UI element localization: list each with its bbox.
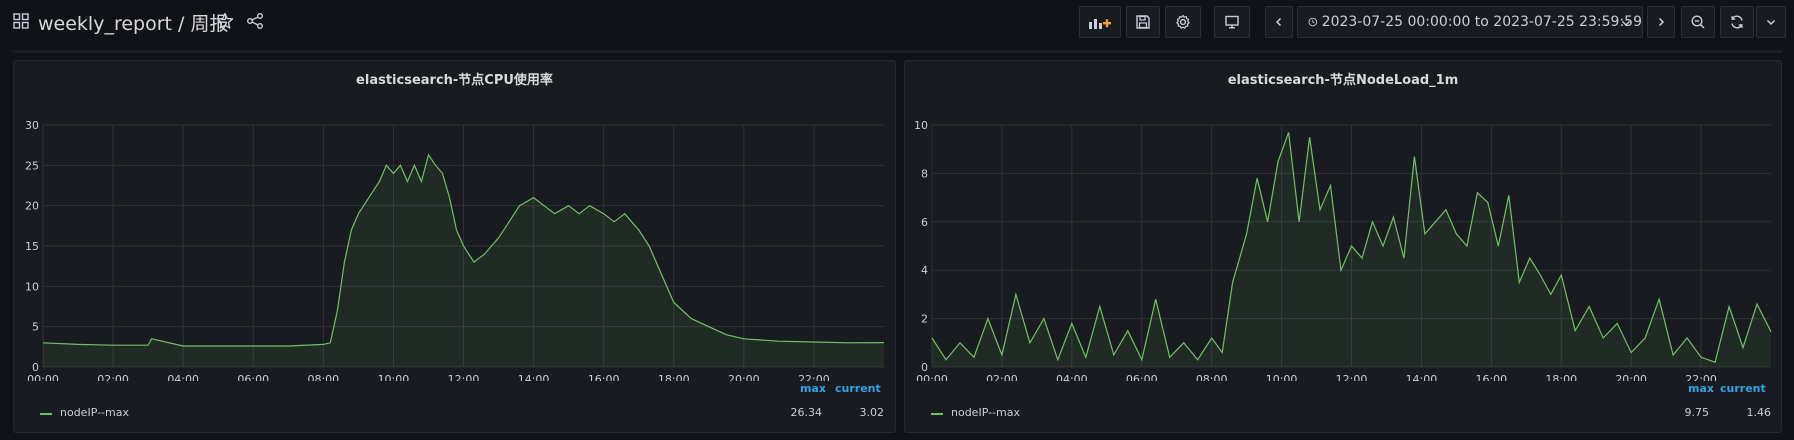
- chevron-down-icon: [1766, 19, 1776, 26]
- monitor-icon: [1225, 15, 1239, 29]
- x-tick-label: 16:00: [588, 373, 620, 381]
- x-tick-label: 12:00: [1336, 373, 1368, 381]
- legend-series-name[interactable]: nodeIP--max: [60, 406, 129, 419]
- x-tick-label: 04:00: [1056, 373, 1088, 381]
- zoom-out-icon: [1691, 15, 1705, 29]
- x-tick-label: 14:00: [518, 373, 550, 381]
- chevron-left-icon: [1275, 17, 1282, 27]
- x-tick-label: 12:00: [448, 373, 480, 381]
- refresh-button[interactable]: [1720, 6, 1754, 38]
- y-tick-label: 10: [914, 119, 928, 132]
- y-tick-label: 6: [921, 216, 928, 229]
- y-tick-label: 0: [32, 361, 39, 374]
- legend-current-value: 3.02: [859, 406, 885, 419]
- x-tick-label: 18:00: [1545, 373, 1577, 381]
- time-range-picker[interactable]: 2023-07-25 00:00:00 to 2023-07-25 23:59:…: [1297, 6, 1643, 38]
- x-tick-label: 16:00: [1475, 373, 1507, 381]
- y-tick-label: 8: [921, 167, 928, 180]
- divider: [12, 50, 1782, 53]
- x-tick-label: 20:00: [728, 373, 760, 381]
- x-tick-label: 10:00: [1266, 373, 1298, 381]
- y-tick-label: 2: [921, 313, 928, 326]
- series-line[interactable]: [42, 153, 885, 347]
- x-tick-label: 06:00: [237, 373, 269, 381]
- y-tick-label: 25: [25, 159, 39, 172]
- y-tick-label: 0: [921, 361, 928, 374]
- series-line[interactable]: [931, 132, 1772, 363]
- legend-item[interactable]: nodeIP--max 9.75 1.46: [905, 405, 1781, 421]
- legend-header-current[interactable]: current: [835, 382, 881, 395]
- tv-mode-button[interactable]: [1214, 6, 1250, 38]
- clock-icon: [1308, 17, 1318, 27]
- legend-header-max[interactable]: max: [800, 382, 826, 395]
- y-tick-label: 30: [25, 119, 39, 132]
- x-tick-label: 02:00: [97, 373, 129, 381]
- legend-header-current[interactable]: current: [1720, 382, 1766, 395]
- x-tick-label: 20:00: [1615, 373, 1647, 381]
- top-navbar: weekly_report / 周报: [0, 0, 1794, 44]
- legend-max-value: 9.75: [1684, 406, 1710, 419]
- y-tick-label: 10: [25, 280, 39, 293]
- time-shift-forward-button[interactable]: [1647, 6, 1675, 38]
- x-tick-label: 08:00: [307, 373, 339, 381]
- legend-header-max[interactable]: max: [1688, 382, 1714, 395]
- panel-node-load: elasticsearch-节点NodeLoad_1m 0 2 4 6 8 10 00:00…: [904, 60, 1782, 433]
- time-range-label: 2023-07-25 00:00:00 to 2023-07-25 23:59:…: [1321, 14, 1642, 30]
- chevron-down-icon: [1621, 20, 1631, 27]
- refresh-interval-dropdown[interactable]: [1756, 6, 1786, 38]
- legend-series-name[interactable]: nodeIP--max: [951, 406, 1020, 419]
- chevron-right-icon: [1658, 17, 1665, 27]
- star-icon[interactable]: [216, 12, 234, 30]
- x-tick-label: 04:00: [167, 373, 199, 381]
- panel-title[interactable]: elasticsearch-节点NodeLoad_1m: [1227, 73, 1459, 88]
- x-tick-label: 14:00: [1406, 373, 1438, 381]
- time-shift-back-button[interactable]: [1265, 6, 1293, 38]
- panel-title[interactable]: elasticsearch-节点CPU使用率: [356, 73, 553, 88]
- x-tick-label: 08:00: [1196, 373, 1228, 381]
- legend-max-value: 26.34: [790, 406, 823, 419]
- dashboard-settings-button[interactable]: [1165, 6, 1201, 38]
- legend-color-swatch: [931, 413, 943, 415]
- y-tick-label: 4: [921, 264, 928, 277]
- x-tick-label: 22:00: [1685, 373, 1717, 381]
- refresh-icon: [1731, 15, 1743, 29]
- series-area-fill: [932, 132, 1771, 367]
- gear-icon: [1176, 14, 1190, 29]
- add-panel-button[interactable]: [1079, 6, 1121, 38]
- series-area-fill: [43, 154, 884, 367]
- share-icon[interactable]: [246, 12, 264, 30]
- legend-item[interactable]: nodeIP--max 26.34 3.02: [14, 405, 895, 421]
- x-tick-label: 00:00: [916, 373, 948, 381]
- y-tick-label: 5: [32, 321, 39, 334]
- x-tick-label: 00:00: [27, 373, 59, 381]
- x-tick-label: 18:00: [658, 373, 690, 381]
- node-load-chart[interactable]: 0 2 4 6 8 10 00:00 02:00 04:00 06:00 08:00 10:00 12:…: [905, 91, 1783, 381]
- cpu-usage-chart[interactable]: 0 5 10 15 20 25 30 00:00 02:00 04:00 06:00 08:00 10:…: [14, 91, 897, 381]
- panel-cpu-usage: elasticsearch-节点CPU使用率 0 5 10 15 20 25 30 00:00…: [13, 60, 896, 433]
- save-icon: [1136, 15, 1150, 29]
- x-tick-label: 22:00: [798, 373, 830, 381]
- x-tick-label: 10:00: [378, 373, 410, 381]
- save-dashboard-button[interactable]: [1126, 6, 1160, 38]
- add-panel-icon: [1089, 19, 1111, 29]
- legend-color-swatch: [40, 413, 52, 415]
- dashboard-title[interactable]: weekly_report / 周报: [38, 13, 229, 35]
- zoom-out-button[interactable]: [1681, 6, 1715, 38]
- x-tick-label: 06:00: [1126, 373, 1158, 381]
- y-tick-label: 15: [25, 240, 39, 253]
- grid-icon[interactable]: [13, 13, 29, 29]
- y-tick-label: 20: [25, 200, 39, 213]
- legend-current-value: 1.46: [1746, 406, 1772, 419]
- x-tick-label: 02:00: [986, 373, 1018, 381]
